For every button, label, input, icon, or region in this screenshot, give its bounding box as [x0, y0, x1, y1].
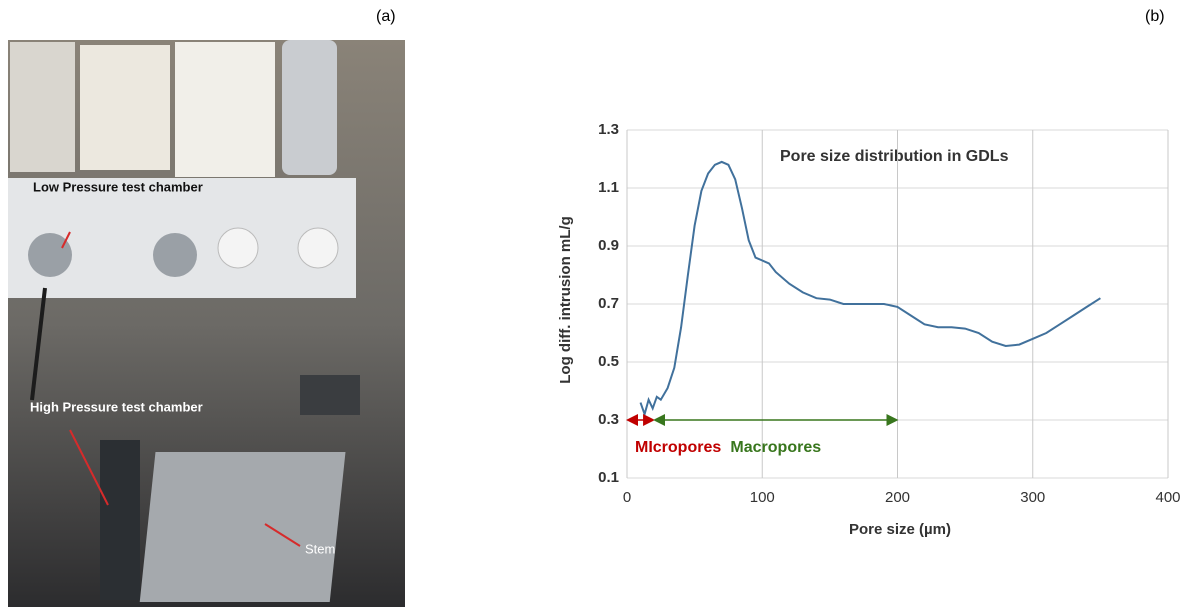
y-tick-label: 0.3 [598, 411, 619, 428]
photo: Low Pressure test chamber High Pressure … [8, 40, 405, 607]
y-tick-label: 1.1 [598, 179, 619, 196]
panel-label: (a) [376, 8, 396, 25]
x-tick-label: 300 [1020, 489, 1045, 506]
y-axis-label: Log diff. intrusion mL/g [557, 216, 574, 383]
photo-annotation: Low Pressure test chamber [33, 179, 203, 194]
x-tick-label: 100 [750, 489, 775, 506]
photo-annotation: Stem [305, 541, 335, 556]
x-tick-label: 200 [885, 489, 910, 506]
range-label: Macropores [730, 439, 821, 456]
y-tick-label: 1.3 [598, 121, 619, 138]
y-tick-label: 0.1 [598, 469, 619, 486]
y-tick-label: 0.9 [598, 237, 619, 254]
photo-annotation: High Pressure test chamber [30, 399, 203, 414]
y-tick-label: 0.7 [598, 295, 619, 312]
panel-label: (b) [1145, 8, 1165, 25]
chart-title: Pore size distribution in GDLs [780, 148, 1009, 165]
y-tick-label: 0.5 [598, 353, 619, 370]
chart: Pore size distribution in GDLs Pore size… [557, 121, 1181, 538]
x-tick-label: 400 [1155, 489, 1180, 506]
x-axis-label: Pore size (µm) [849, 521, 951, 538]
data-line [639, 160, 1101, 418]
x-tick-label: 0 [623, 489, 631, 506]
range-label: MIcropores [635, 439, 721, 456]
